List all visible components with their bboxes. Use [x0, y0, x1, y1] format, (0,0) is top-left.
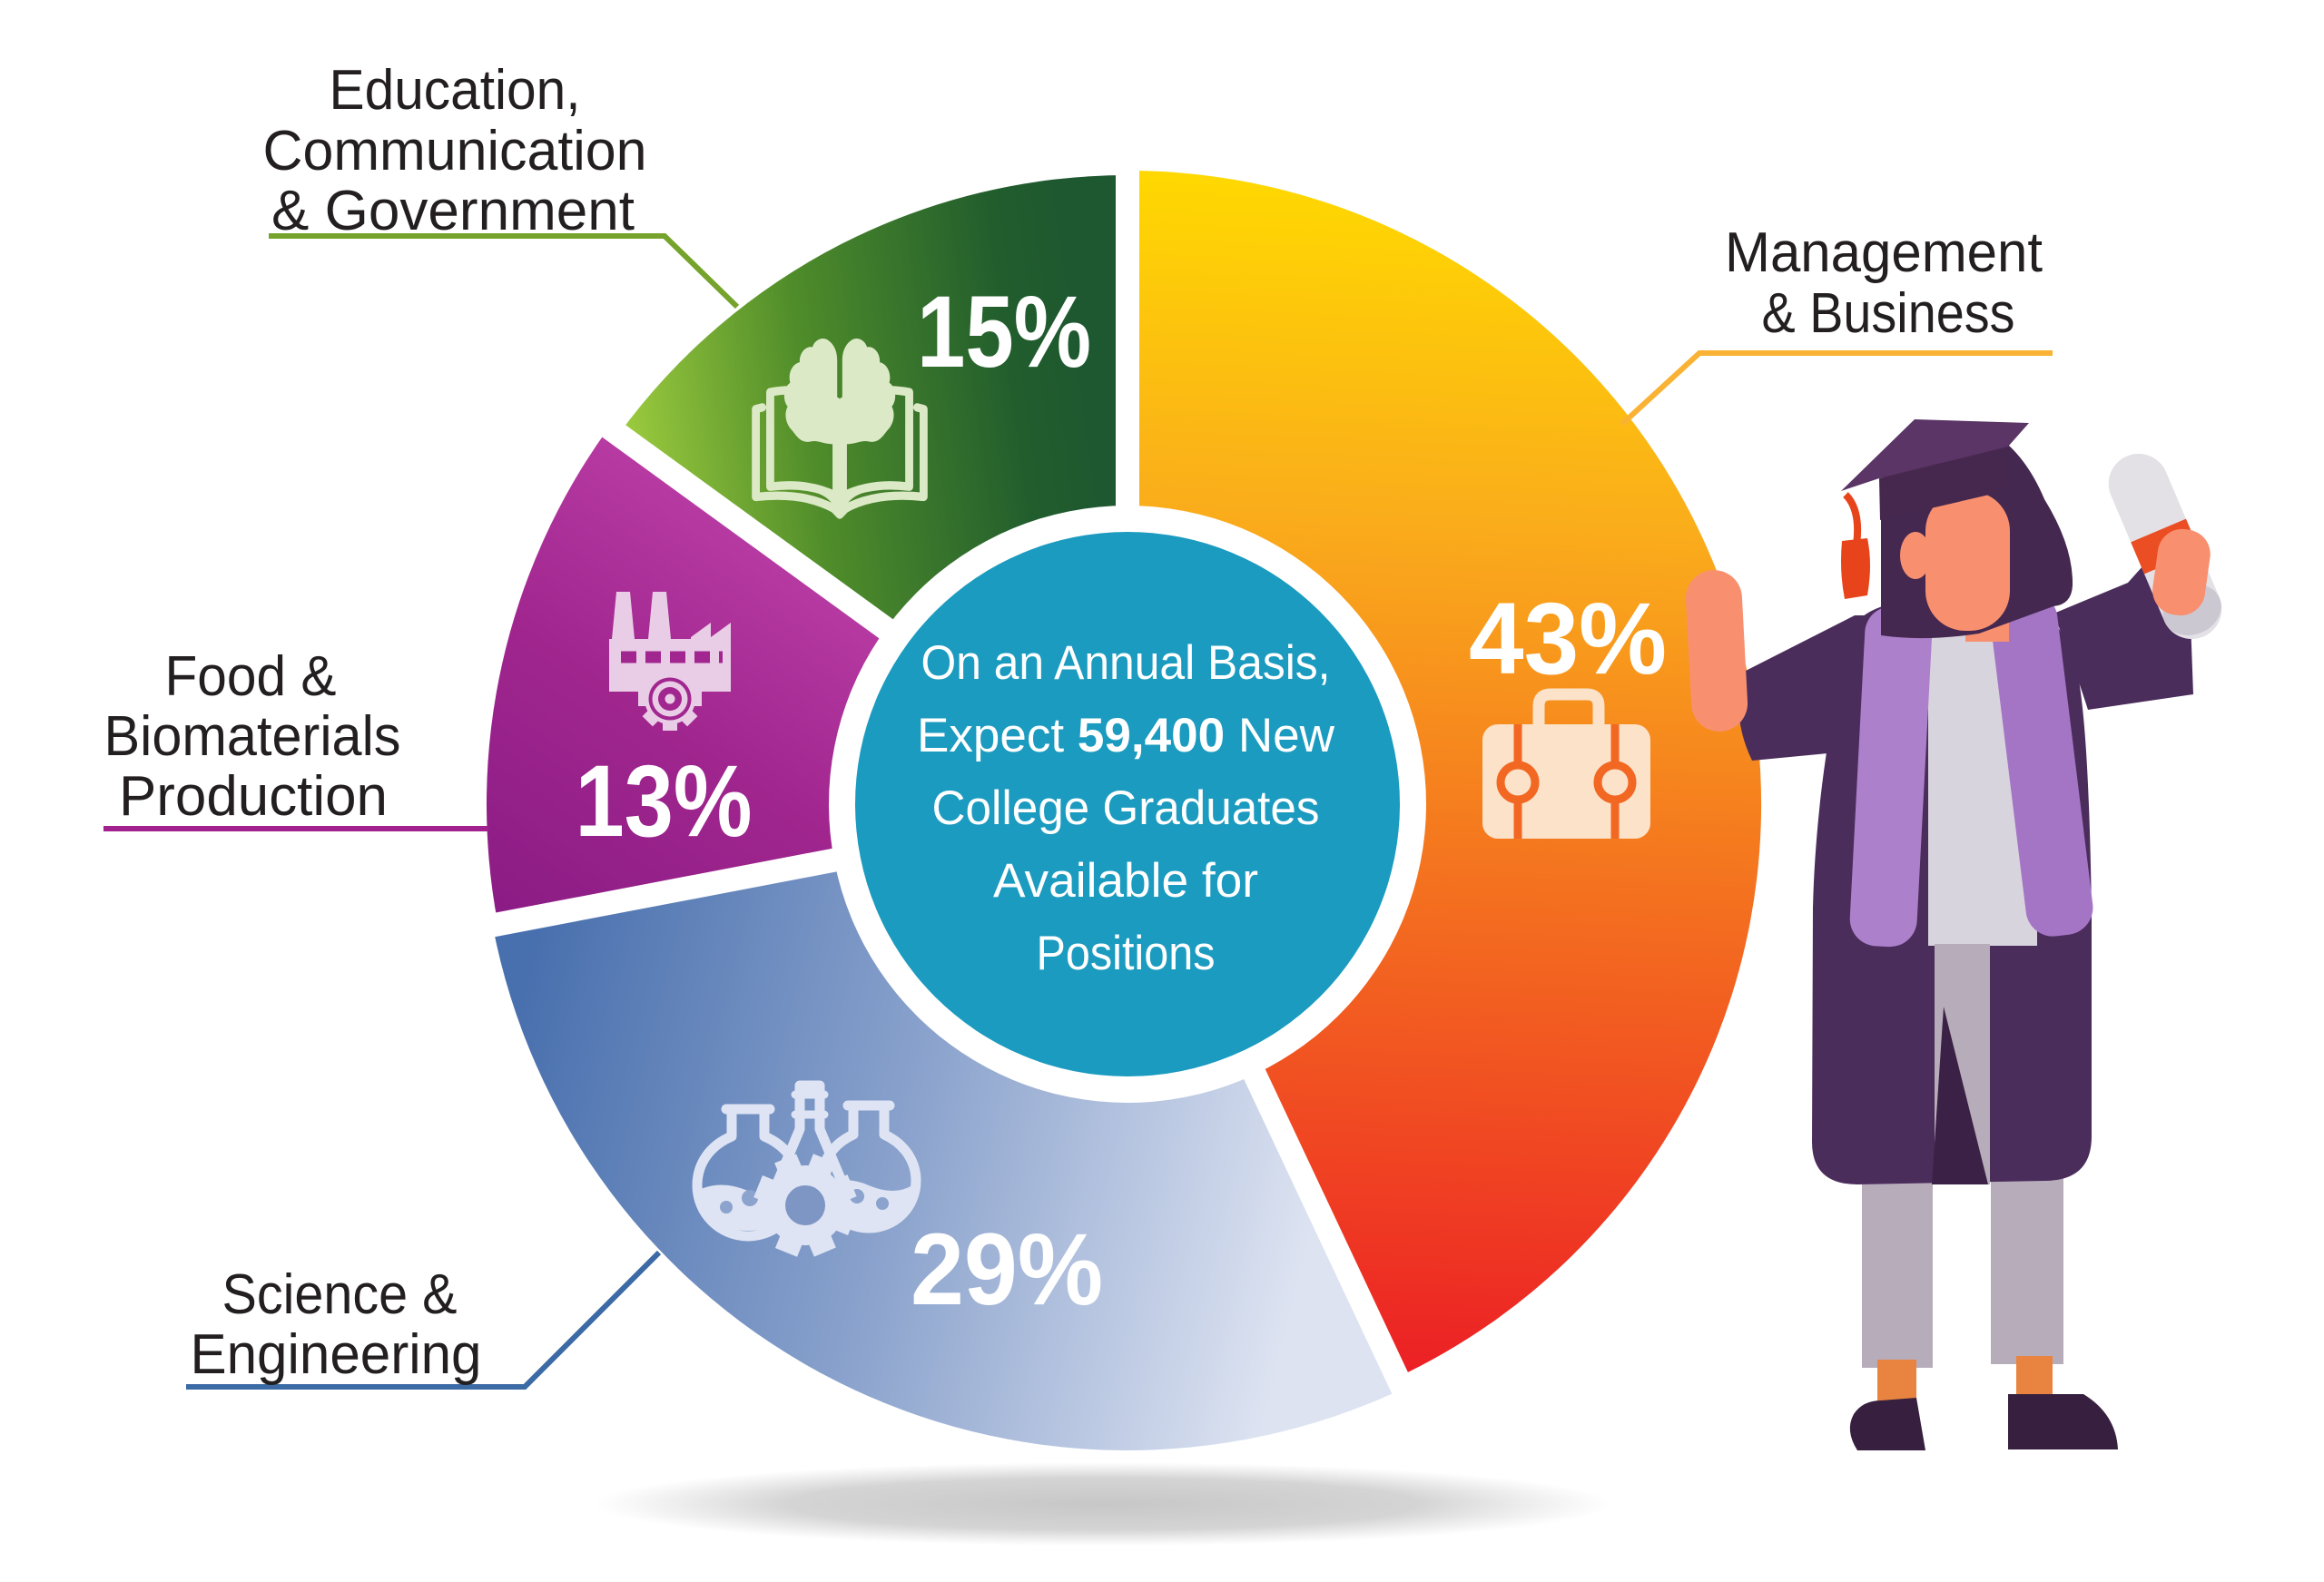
svg-text:Positions: Positions: [1037, 927, 1216, 980]
svg-text:College Graduates: College Graduates: [932, 781, 1320, 835]
svg-text:Science &: Science &: [222, 1263, 458, 1326]
svg-text:Available for: Available for: [993, 854, 1258, 908]
svg-text:29%: 29%: [911, 1213, 1103, 1326]
svg-text:Expect 59,400 New: Expect 59,400 New: [917, 709, 1335, 762]
svg-text:13%: 13%: [576, 744, 753, 858]
svg-text:& Business: & Business: [1762, 282, 2015, 345]
svg-text:43%: 43%: [1469, 582, 1667, 695]
svg-text:Management: Management: [1725, 221, 2043, 284]
svg-text:Food &: Food &: [165, 645, 337, 708]
svg-text:& Government: & Government: [271, 180, 635, 242]
svg-text:Engineering: Engineering: [191, 1323, 482, 1386]
svg-text:Education,: Education,: [330, 59, 581, 122]
svg-text:On an Annual Basis,: On an Annual Basis,: [921, 636, 1331, 690]
svg-text:15%: 15%: [917, 275, 1091, 388]
svg-text:Communication: Communication: [263, 120, 647, 182]
svg-text:Biomaterials: Biomaterials: [104, 705, 401, 768]
svg-text:Production: Production: [119, 765, 388, 828]
